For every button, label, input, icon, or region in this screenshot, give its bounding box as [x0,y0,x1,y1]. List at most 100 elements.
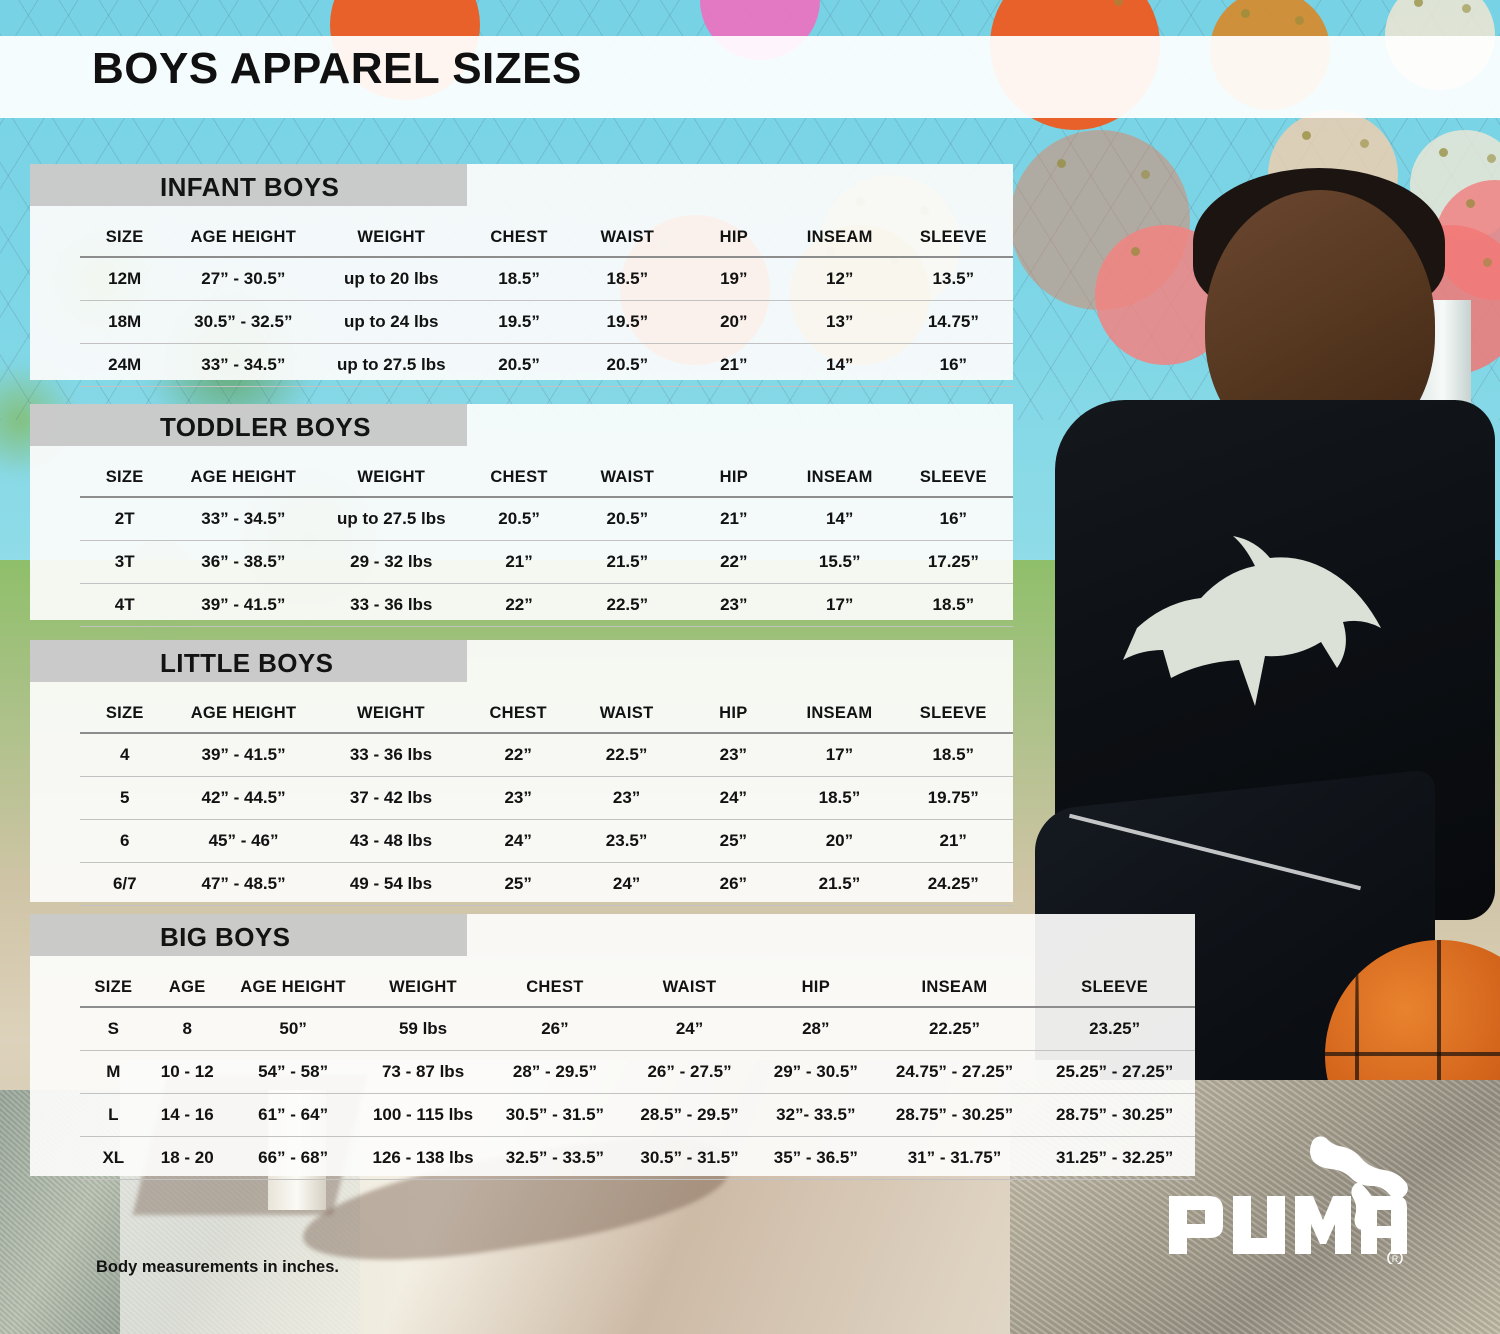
footnote: Body measurements in inches. [96,1258,339,1276]
cell-sleeve: 18.5” [893,583,1013,627]
section-infant-boys: INFANT BOYS SIZE AGE HEIGHT WEIGHT CHEST WAI… [30,164,1013,387]
cell-hip: 26” [681,862,786,906]
cell-sleeve: 28.75” - 30.25” [1034,1093,1195,1137]
cell-chest: 28” - 29.5” [487,1050,623,1094]
cell-chest: 23” [464,776,572,820]
cell-weight: 49 - 54 lbs [317,862,465,906]
column-header-sleeve: SLEEVE [1034,968,1195,1008]
cell-sleeve: 16” [893,497,1013,541]
column-header-weight: WEIGHT [317,694,465,734]
cell-age: 18 - 20 [146,1136,228,1180]
page-title: BOYS APPAREL SIZES [92,44,582,93]
cell-inseam: 15.5” [785,540,894,584]
cell-size: M [80,1050,147,1094]
cell-age-height: 45” - 46” [169,819,318,863]
cell-inseam: 13” [785,300,894,344]
table-row: 24M 33” - 34.5” up to 27.5 lbs 20.5” 20.5” 21… [80,343,1013,387]
cell-age: 10 - 12 [146,1050,228,1094]
table-row: XL 18 - 20 66” - 68” 126 - 138 lbs 32.5” - 3… [80,1136,1195,1180]
cell-inseam: 14” [785,343,894,387]
section-title-big-boys: BIG BOYS [160,922,291,952]
shirt-puma-logo [1105,510,1405,720]
cell-hip: 20” [681,300,786,344]
column-header-sleeve: SLEEVE [893,458,1013,498]
cell-hip: 23” [681,733,786,777]
size-table-big-boys: SIZE AGE AGE HEIGHT WEIGHT CHEST WAIST HIP INSE… [80,968,1195,1180]
table-header-row: SIZE AGE AGE HEIGHT WEIGHT CHEST WAIST HIP INSE… [80,968,1195,1008]
column-header-age-height: AGE HEIGHT [169,458,318,498]
cell-waist: 20.5” [572,497,682,541]
cell-waist: 20.5” [572,343,682,387]
section-title-toddler-boys: TODDLER BOYS [160,412,371,442]
cell-age-height: 30.5” - 32.5” [169,300,318,344]
cell-sleeve: 25.25” - 27.25” [1034,1050,1195,1094]
cell-age-height: 36” - 38.5” [169,540,318,584]
cell-chest: 32.5” - 33.5” [487,1136,623,1180]
cell-sleeve: 18.5” [893,733,1013,777]
cell-size: 5 [80,776,170,820]
column-header-inseam: INSEAM [785,694,894,734]
table-row: 4 39” - 41.5” 33 - 36 lbs 22” 22.5” 23” 17” 18.… [80,733,1013,777]
cell-sleeve: 19.75” [893,776,1013,820]
table-body: 2T 33” - 34.5” up to 27.5 lbs 20.5” 20.5” 21”… [80,497,1013,627]
cell-inseam: 22.25” [874,1007,1035,1051]
cell-inseam: 17” [785,583,894,627]
cell-size: 2T [80,497,170,541]
cell-sleeve: 23.25” [1034,1007,1195,1051]
table-row: 5 42” - 44.5” 37 - 42 lbs 23” 23” 24” 18.5” 19.… [80,776,1013,820]
column-header-waist: WAIST [622,968,757,1008]
cell-waist: 19.5” [572,300,682,344]
cell-waist: 23” [571,776,682,820]
table-row: 3T 36” - 38.5” 29 - 32 lbs 21” 21.5” 22” 15.5”… [80,540,1013,584]
cell-waist: 24” [622,1007,757,1051]
cell-size: L [80,1093,147,1137]
table-row: 18M 30.5” - 32.5” up to 24 lbs 19.5” 19.5” 20… [80,300,1013,344]
cell-weight: 73 - 87 lbs [358,1050,488,1094]
puma-logo: R [1163,1134,1413,1266]
cell-size: 6 [80,819,170,863]
table-body: S 8 50” 59 lbs 26” 24” 28” 22.25” 23.25” M 10 - 12… [80,1007,1195,1180]
cell-hip: 21” [681,343,786,387]
cell-inseam: 21.5” [785,862,894,906]
cell-weight: up to 27.5 lbs [317,497,466,541]
cell-waist: 23.5” [571,819,682,863]
cell-size: 12M [80,257,170,301]
cell-waist: 18.5” [572,257,682,301]
column-header-chest: CHEST [464,694,572,734]
cell-chest: 19.5” [465,300,573,344]
column-header-waist: WAIST [571,694,682,734]
cell-inseam: 24.75” - 27.25” [874,1050,1035,1094]
cell-weight: 33 - 36 lbs [317,733,465,777]
table-row: S 8 50” 59 lbs 26” 24” 28” 22.25” 23.25” [80,1007,1195,1051]
cell-weight: 29 - 32 lbs [317,540,466,584]
cell-hip: 21” [681,497,786,541]
cell-hip: 28” [756,1007,875,1051]
size-table-toddler-boys: SIZE AGE HEIGHT WEIGHT CHEST WAIST HIP INSEAM S… [80,458,1013,627]
section-header-bar [30,640,467,682]
column-header-inseam: INSEAM [785,218,894,258]
cell-weight: up to 27.5 lbs [317,343,466,387]
cell-weight: 43 - 48 lbs [317,819,465,863]
cell-size: 18M [80,300,170,344]
table-header-row: SIZE AGE HEIGHT WEIGHT CHEST WAIST HIP INSEAM S… [80,458,1013,498]
cell-chest: 20.5” [465,343,573,387]
cell-weight: 100 - 115 lbs [358,1093,488,1137]
table-row: 6 45” - 46” 43 - 48 lbs 24” 23.5” 25” 20” 21” [80,819,1013,863]
cell-size: S [80,1007,147,1051]
column-header-sleeve: SLEEVE [893,694,1013,734]
section-header-bar [30,914,467,956]
cell-hip: 29” - 30.5” [756,1050,875,1094]
cell-hip: 25” [681,819,786,863]
cell-sleeve: 21” [893,819,1013,863]
cell-sleeve: 13.5” [893,257,1013,301]
table-body: 4 39” - 41.5” 33 - 36 lbs 22” 22.5” 23” 17” 18.… [80,733,1013,906]
cell-age-height: 54” - 58” [227,1050,359,1094]
table-body: 12M 27” - 30.5” up to 20 lbs 18.5” 18.5” 19” 1… [80,257,1013,387]
size-table-little-boys: SIZE AGE HEIGHT WEIGHT CHEST WAIST HIP INSEAM S… [80,694,1013,906]
cell-hip: 23” [681,583,786,627]
title-band [0,36,1500,118]
cell-inseam: 12” [785,257,894,301]
cell-weight: 37 - 42 lbs [317,776,465,820]
cell-weight: up to 20 lbs [317,257,466,301]
cell-hip: 19” [681,257,786,301]
